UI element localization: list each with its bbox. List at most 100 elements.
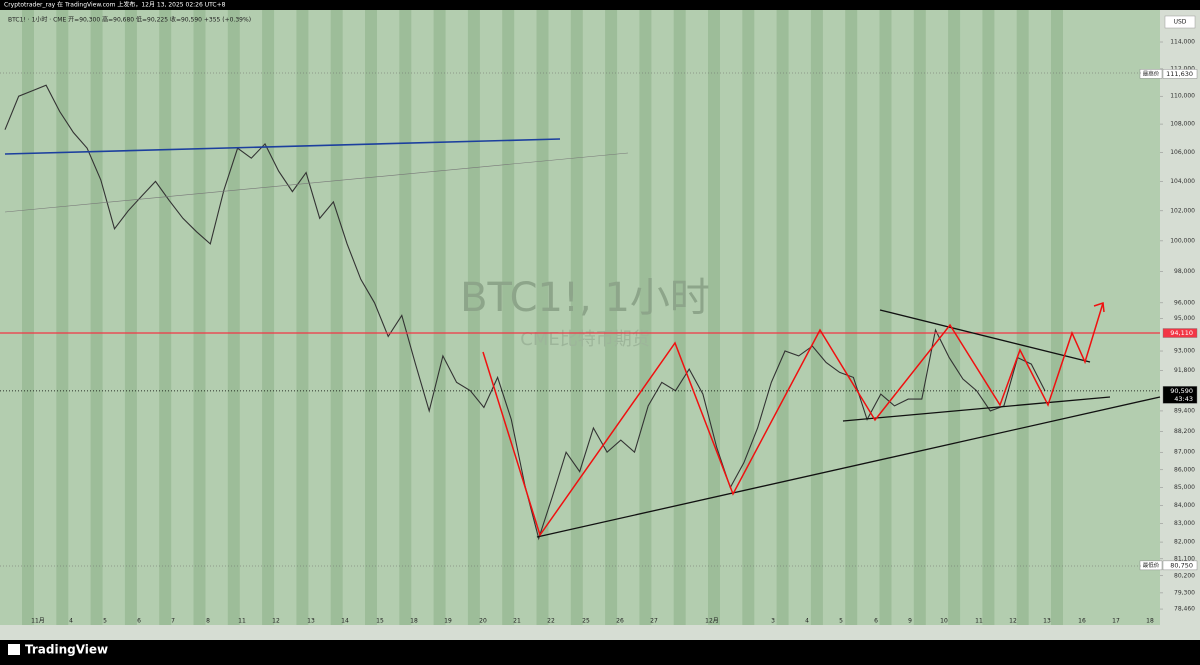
price-tag-label: 80,750 xyxy=(1170,561,1193,569)
y-tick-label: 78,460 xyxy=(1174,606,1195,613)
session-band xyxy=(810,10,823,625)
price-tag-label: 111,630 xyxy=(1166,70,1193,78)
x-tick-label: 11 xyxy=(238,618,246,625)
session-band xyxy=(365,10,377,625)
x-tick-label: 12 xyxy=(272,618,280,625)
x-tick-label: 25 xyxy=(582,618,590,625)
session-band xyxy=(776,10,789,625)
y-tick-label: 100,000 xyxy=(1170,237,1195,244)
watermark-sub: CME比特币期货 xyxy=(520,329,649,350)
session-band xyxy=(673,10,686,625)
x-tick-label: 16 xyxy=(1078,618,1086,625)
session-band xyxy=(708,10,720,625)
y-tick-label: 87,000 xyxy=(1174,449,1195,456)
y-tick-label: 86,000 xyxy=(1174,466,1195,473)
y-tick-label: 95,000 xyxy=(1174,315,1195,322)
price-tag-title-box xyxy=(1139,560,1163,571)
price-tag-sub: 43:43 xyxy=(1174,395,1193,403)
x-tick-label: 22 xyxy=(547,618,555,625)
x-tick-label: 21 xyxy=(513,618,521,625)
y-tick-label: 96,000 xyxy=(1174,299,1195,306)
session-bands xyxy=(0,10,1160,625)
trend-line xyxy=(879,309,1091,363)
session-band xyxy=(56,10,69,625)
currency-box xyxy=(1164,15,1196,29)
brand: TradingView xyxy=(8,643,108,657)
session-band xyxy=(948,10,961,625)
y-tick-label: 112,000 xyxy=(1170,65,1195,72)
session-band xyxy=(1051,10,1063,625)
trend-line xyxy=(4,138,561,155)
y-tick-label: 93,000 xyxy=(1174,348,1195,355)
session-band xyxy=(262,10,275,625)
session-band xyxy=(193,10,206,625)
y-tick-label: 81,100 xyxy=(1174,555,1195,562)
price-tag xyxy=(1162,69,1198,79)
x-tick-label: 14 xyxy=(341,618,349,625)
x-tick-label: 12 xyxy=(1009,618,1017,625)
y-tick-label: 84,000 xyxy=(1174,502,1195,509)
session-band xyxy=(330,10,343,625)
x-tick-label: 4 xyxy=(805,618,809,625)
x-tick-label: 20 xyxy=(479,618,487,625)
currency: USD xyxy=(1174,19,1187,26)
x-tick-label: 19 xyxy=(444,618,452,625)
x-tick-label: 4 xyxy=(69,618,73,625)
session-band xyxy=(90,10,103,625)
y-tick-label: 88,200 xyxy=(1174,428,1195,435)
y-tick-label: 91,800 xyxy=(1174,367,1195,374)
x-tick-label: 8 xyxy=(206,618,210,625)
session-band xyxy=(742,10,755,625)
time-axis xyxy=(0,625,1160,640)
x-tick-label: 5 xyxy=(103,618,107,625)
x-tick-label: 27 xyxy=(650,618,658,625)
price-tag xyxy=(1162,328,1198,338)
drawings xyxy=(0,72,1161,567)
session-band xyxy=(982,10,995,625)
session-band xyxy=(845,10,858,625)
zigzag xyxy=(482,302,1104,537)
y-tick-label: 85,000 xyxy=(1174,484,1195,491)
x-tick-label: 13 xyxy=(1043,618,1051,625)
y-tick-label: 79,300 xyxy=(1174,589,1195,596)
x-tick-label: 26 xyxy=(616,618,624,625)
session-band xyxy=(22,10,34,625)
price-tag-label: 90,590 xyxy=(1170,387,1193,395)
session-band xyxy=(124,10,137,625)
y-tick-label: 102,000 xyxy=(1170,207,1195,214)
publisher: Cryptotrader_ray 在 TradingView.com 上发布，1… xyxy=(4,1,226,9)
x-tick-label: 12月 xyxy=(705,618,719,625)
y-tick-label: 104,000 xyxy=(1170,178,1195,185)
x-tick-label: 17 xyxy=(1112,618,1120,625)
price-tag-title-box xyxy=(1139,69,1163,79)
x-tick-label: 18 xyxy=(1146,618,1154,625)
trend-line xyxy=(4,152,629,213)
x-tick-label: 15 xyxy=(376,618,384,625)
brand-name: TradingView xyxy=(25,643,108,657)
session-band xyxy=(159,10,172,625)
x-tick-label: 7 xyxy=(171,618,175,625)
x-tick-label: 18 xyxy=(410,618,418,625)
x-tick-label: 5 xyxy=(839,618,843,625)
brand-logo xyxy=(8,644,20,655)
session-band xyxy=(502,10,515,625)
session-band xyxy=(399,10,412,625)
y-tick-label: 108,000 xyxy=(1170,121,1195,128)
y-tick-label: 106,000 xyxy=(1170,149,1195,156)
trend-line xyxy=(842,396,1111,422)
y-tick-label: 114,000 xyxy=(1170,39,1195,46)
y-tick-label: 110,000 xyxy=(1170,93,1195,100)
y-tick-label: 98,000 xyxy=(1174,268,1195,275)
price-tag xyxy=(1162,386,1198,404)
session-band xyxy=(433,10,446,625)
y-tick-label: 82,000 xyxy=(1174,539,1195,546)
session-band xyxy=(913,10,926,625)
y-tick-label: 80,200 xyxy=(1174,572,1195,579)
session-band xyxy=(639,10,652,625)
x-tick-label: 6 xyxy=(137,618,141,625)
x-tick-label: 3 xyxy=(771,618,775,625)
price-tag xyxy=(1162,560,1198,571)
session-band xyxy=(296,10,309,625)
arrow-head xyxy=(1093,301,1105,313)
